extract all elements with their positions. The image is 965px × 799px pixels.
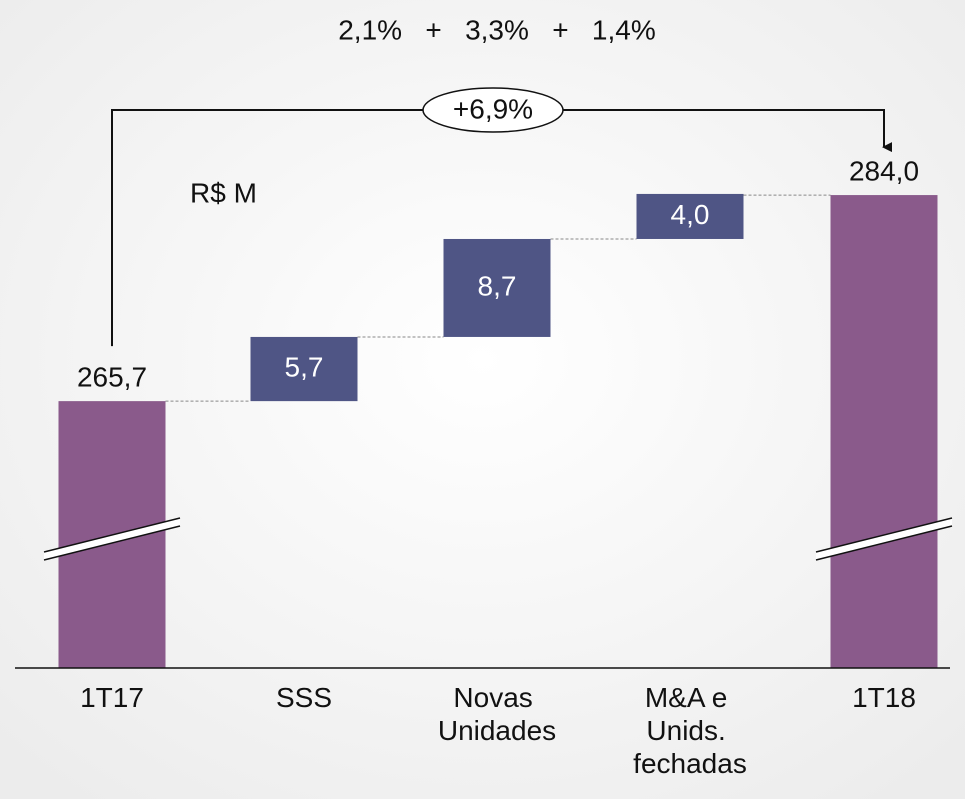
axis-break	[44, 518, 180, 560]
value-label: 4,0	[671, 199, 710, 230]
bar	[830, 195, 938, 668]
value-label: 265,7	[77, 362, 147, 393]
unit-label: R$ M	[190, 177, 257, 208]
axis-break	[816, 518, 952, 560]
value-label: 8,7	[478, 270, 517, 301]
x-tick-label: SSS	[276, 682, 332, 713]
x-tick-label: 1T17	[80, 682, 144, 713]
x-tick-label: M&A e Unids. fechadas	[633, 682, 747, 779]
axis-break-edge	[815, 517, 953, 553]
bar	[250, 336, 358, 402]
value-label: 284,0	[849, 155, 919, 186]
annotation: 2,1% + 3,3% + 1,4%	[338, 14, 656, 45]
axis-break-edge	[43, 517, 181, 553]
bar	[636, 193, 744, 239]
axis-break-edge	[815, 525, 953, 561]
axis-break-edge	[43, 525, 181, 561]
total-change-label: +6,9%	[453, 93, 533, 124]
x-tick-label: Novas Unidades	[438, 682, 556, 746]
x-tick-label: 1T18	[852, 682, 916, 713]
bar	[443, 238, 551, 337]
total-change-badge	[422, 87, 564, 133]
value-label: 5,7	[285, 351, 324, 382]
